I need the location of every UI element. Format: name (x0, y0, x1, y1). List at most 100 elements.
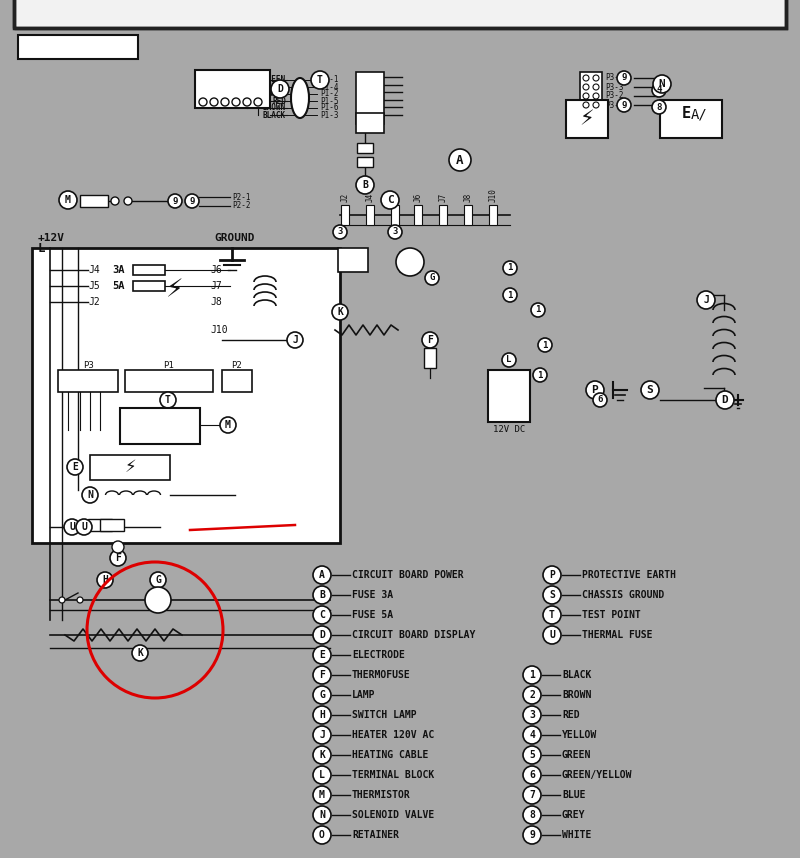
Text: H: H (319, 710, 325, 720)
Text: 8: 8 (656, 102, 662, 112)
Circle shape (523, 686, 541, 704)
Circle shape (313, 646, 331, 664)
Circle shape (124, 197, 132, 205)
Text: 9: 9 (529, 830, 535, 840)
Circle shape (593, 84, 599, 90)
Bar (88, 519, 112, 531)
Circle shape (652, 100, 666, 114)
Text: J6: J6 (210, 265, 222, 275)
Bar (133, 265, 165, 275)
Circle shape (313, 726, 331, 744)
Circle shape (593, 102, 599, 108)
Circle shape (543, 586, 561, 604)
Circle shape (523, 766, 541, 784)
Bar (439, 205, 447, 225)
Bar (660, 100, 722, 138)
Text: N: N (514, 385, 522, 395)
Text: J10: J10 (489, 188, 498, 202)
Bar (357, 157, 373, 167)
Circle shape (313, 566, 331, 584)
Text: ⚡: ⚡ (166, 278, 184, 302)
Bar (18, 35, 138, 59)
Bar (391, 205, 399, 225)
Text: P3-3: P3-3 (605, 82, 623, 92)
Circle shape (586, 381, 604, 399)
Text: 9: 9 (622, 74, 626, 82)
Circle shape (523, 786, 541, 804)
Circle shape (503, 288, 517, 302)
Circle shape (313, 766, 331, 784)
Circle shape (77, 597, 83, 603)
Text: M: M (319, 790, 325, 800)
Circle shape (243, 98, 251, 106)
Bar (414, 205, 422, 225)
Bar (356, 72, 384, 124)
Circle shape (543, 606, 561, 624)
Circle shape (356, 176, 374, 194)
Circle shape (210, 98, 218, 106)
Circle shape (112, 541, 124, 553)
Text: P2-2: P2-2 (232, 202, 250, 210)
Circle shape (583, 75, 589, 81)
Text: GREEN: GREEN (263, 76, 286, 84)
Text: ⚡: ⚡ (580, 109, 594, 129)
Text: 9: 9 (190, 196, 194, 206)
Text: 8: 8 (529, 810, 535, 820)
Text: J2: J2 (88, 297, 100, 307)
Text: BLUE: BLUE (267, 89, 286, 99)
Text: 2: 2 (529, 690, 535, 700)
Circle shape (160, 392, 176, 408)
Circle shape (538, 338, 552, 352)
Circle shape (652, 83, 666, 97)
Text: J4: J4 (88, 265, 100, 275)
Text: 1: 1 (538, 371, 542, 379)
Text: THERMOFUSE: THERMOFUSE (352, 670, 410, 680)
Circle shape (333, 225, 347, 239)
Circle shape (313, 706, 331, 724)
Text: 7: 7 (529, 790, 535, 800)
Bar (566, 100, 608, 138)
Text: J: J (292, 335, 298, 345)
Text: U: U (69, 522, 75, 532)
Text: 6: 6 (598, 396, 602, 404)
Text: M: M (225, 420, 231, 430)
Bar (195, 70, 270, 108)
Circle shape (313, 746, 331, 764)
Text: J5: J5 (88, 281, 100, 291)
Circle shape (697, 291, 715, 309)
Text: P1-6: P1-6 (320, 104, 338, 112)
Text: ORANGE: ORANGE (258, 82, 286, 92)
Circle shape (593, 75, 599, 81)
Text: BLACK: BLACK (263, 111, 286, 119)
Text: 1: 1 (535, 305, 541, 315)
Circle shape (617, 71, 631, 85)
Circle shape (313, 806, 331, 824)
Circle shape (523, 806, 541, 824)
Text: E: E (319, 650, 325, 660)
Text: L: L (38, 241, 46, 255)
Circle shape (313, 586, 331, 604)
Text: 1 2 3 4 5 6: 1 2 3 4 5 6 (143, 377, 194, 385)
Text: P: P (549, 570, 555, 580)
Text: J10: J10 (210, 325, 228, 335)
Text: T: T (317, 75, 323, 85)
Circle shape (313, 606, 331, 624)
Bar (338, 248, 368, 272)
Text: L: L (494, 385, 502, 395)
Text: CIRCUIT BOARD POWER: CIRCUIT BOARD POWER (352, 570, 464, 580)
Bar (80, 195, 108, 207)
Circle shape (332, 304, 348, 320)
Circle shape (422, 332, 438, 348)
Circle shape (653, 75, 671, 93)
Bar (32, 248, 340, 543)
Text: TERMINAL BLOCK: TERMINAL BLOCK (352, 770, 434, 780)
Text: J8: J8 (463, 193, 473, 202)
Text: 3: 3 (338, 227, 342, 237)
Text: B: B (362, 180, 368, 190)
Bar (120, 408, 200, 444)
Text: 3: 3 (392, 227, 398, 237)
Circle shape (82, 487, 98, 503)
Text: G: G (319, 690, 325, 700)
Circle shape (503, 261, 517, 275)
Circle shape (59, 597, 65, 603)
